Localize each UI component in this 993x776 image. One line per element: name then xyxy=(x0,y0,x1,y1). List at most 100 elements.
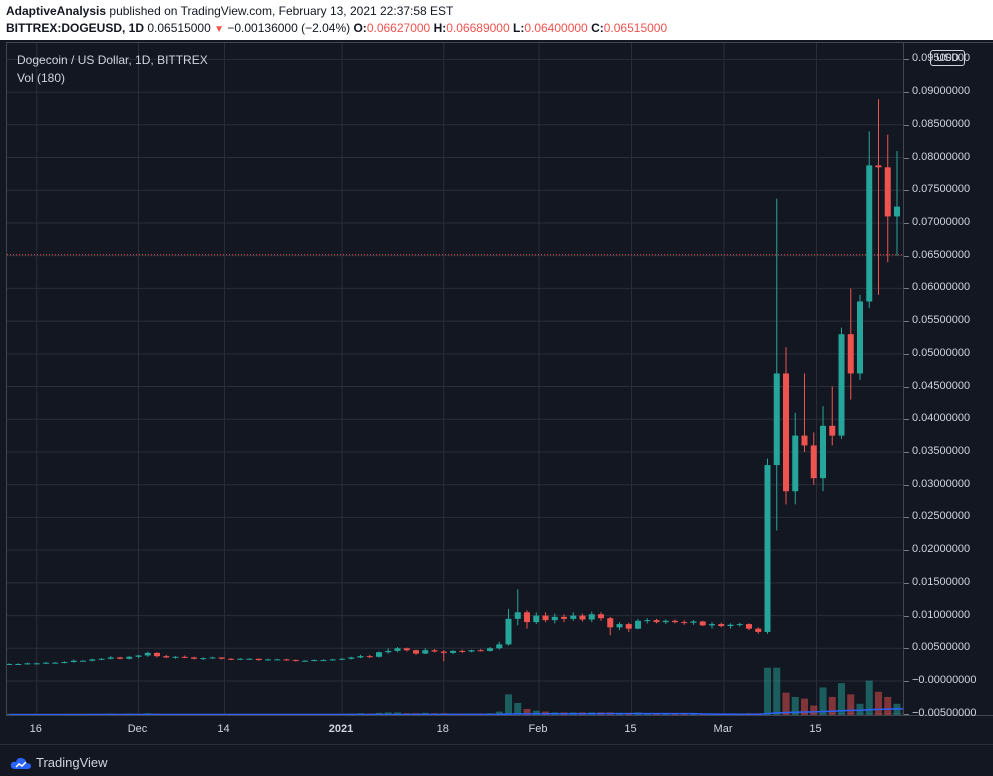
open-value: 0.06627000 xyxy=(366,21,431,35)
candle-body xyxy=(718,624,725,627)
candle-body xyxy=(15,663,22,665)
volume-bar xyxy=(819,687,827,715)
candle-body xyxy=(625,624,632,629)
volume-bar xyxy=(828,696,836,715)
candle-body xyxy=(107,657,114,659)
candle-body xyxy=(135,655,142,657)
candle-body xyxy=(505,618,512,645)
candle-body xyxy=(302,660,308,662)
price-change: −0.00136000 (−2.04%) xyxy=(227,21,351,35)
candle-body xyxy=(255,658,262,661)
candle-body xyxy=(117,657,123,659)
time-tick-label: Dec xyxy=(127,723,148,735)
candle-body xyxy=(616,624,623,628)
candle-body xyxy=(450,650,456,653)
ohlc-line: BITTREX:DOGEUSD, 1D 0.06515000 ▼ −0.0013… xyxy=(6,21,667,35)
volume-bar xyxy=(782,692,790,715)
price-tick-mark xyxy=(904,190,909,192)
publish-header: AdaptiveAnalysis published on TradingVie… xyxy=(0,0,993,40)
volume-bar xyxy=(865,680,873,715)
author-name[interactable]: AdaptiveAnalysis xyxy=(6,4,107,18)
candlestick-chart[interactable] xyxy=(7,43,904,716)
candle-body xyxy=(542,615,549,621)
currency-badge[interactable]: USD xyxy=(930,50,966,66)
price-axis[interactable]: USD 0.09500000 0.09000000 0.08500000 0.0800… xyxy=(904,42,993,719)
candle-body xyxy=(292,660,299,662)
candle-body xyxy=(89,659,96,661)
candle-body xyxy=(24,663,31,665)
candle-body xyxy=(514,612,521,619)
candle-body xyxy=(838,334,845,436)
price-tick-label: 0.08000000 xyxy=(912,150,971,163)
candle-body xyxy=(681,622,688,624)
symbol-label: BITTREX:DOGEUSD, 1D xyxy=(6,21,145,35)
price-tick-label: 0.01000000 xyxy=(912,608,971,621)
price-tick-mark xyxy=(904,92,909,94)
candle-body xyxy=(320,660,327,662)
cloud-icon xyxy=(10,757,31,769)
price-tick-mark xyxy=(904,713,909,715)
candle-body xyxy=(875,165,882,168)
candle-body xyxy=(773,373,780,466)
price-tick-label: 0.02500000 xyxy=(912,510,971,523)
time-tick-label: 16 xyxy=(29,723,42,735)
time-tick-label: 15 xyxy=(809,723,822,735)
price-tick-mark xyxy=(904,321,909,323)
chart-pane[interactable]: Dogecoin / US Dollar, 1D, BITTREX Vol (1… xyxy=(6,42,904,716)
price-tick-mark xyxy=(904,681,909,682)
price-tick-mark xyxy=(904,157,909,159)
candle-body xyxy=(598,614,604,619)
price-tick-mark xyxy=(904,353,909,355)
candle-body xyxy=(477,650,484,652)
volume-bar xyxy=(764,667,771,715)
candle-body xyxy=(690,621,697,623)
tradingview-logo[interactable]: TradingView xyxy=(10,755,108,770)
time-tick-label: 18 xyxy=(436,723,449,735)
volume-ma-line xyxy=(9,708,903,715)
published-text: published on TradingView.com, February 1… xyxy=(109,4,454,18)
price-tick-label: 0.00500000 xyxy=(912,641,971,654)
price-tick-mark xyxy=(904,484,909,486)
price-tick-label: 0.04000000 xyxy=(912,412,971,425)
price-tick-mark xyxy=(904,222,909,224)
price-tick-label: 0.04500000 xyxy=(912,379,971,392)
candle-body xyxy=(736,624,743,626)
candle-body xyxy=(274,659,281,661)
volume-bar xyxy=(856,703,864,715)
price-tick-mark xyxy=(904,386,909,388)
price-tick-mark xyxy=(904,648,909,650)
brand-name: TradingView xyxy=(36,755,108,770)
candle-body xyxy=(394,648,401,651)
candle-body xyxy=(181,656,188,658)
candle-body xyxy=(237,658,244,660)
candle-body xyxy=(311,660,318,662)
time-tick-label: 14 xyxy=(217,723,230,735)
candle-body xyxy=(644,620,651,622)
candle-body xyxy=(746,624,752,629)
candle-body xyxy=(329,659,336,661)
candle-body xyxy=(357,656,364,658)
price-tick-label: 0.01500000 xyxy=(912,575,971,588)
down-arrow-icon: ▼ xyxy=(214,24,225,35)
candle-body xyxy=(376,652,382,657)
price-tick-mark xyxy=(904,288,909,290)
candle-body xyxy=(857,301,863,374)
candle-body xyxy=(894,206,900,217)
candle-body xyxy=(163,656,170,658)
candle-body xyxy=(413,650,419,654)
time-axis[interactable]: 16 Dec 14 2021 18 Feb 15 Mar 15 xyxy=(6,716,904,744)
candle-body xyxy=(440,651,447,653)
candle-body xyxy=(228,658,234,660)
volume-bar xyxy=(394,712,401,715)
candle-body xyxy=(7,663,12,665)
candle-body xyxy=(672,620,678,623)
price-tick-label: 0.09500000 xyxy=(912,52,971,65)
candle-body xyxy=(783,373,789,492)
candle-body xyxy=(459,650,466,652)
candle-body xyxy=(727,624,734,627)
price-tick-label: 0.03000000 xyxy=(912,477,971,490)
candle-body xyxy=(209,657,216,659)
price-tick-label: 0.03500000 xyxy=(912,444,971,457)
candle-body xyxy=(422,650,429,654)
volume-bar xyxy=(801,698,808,715)
